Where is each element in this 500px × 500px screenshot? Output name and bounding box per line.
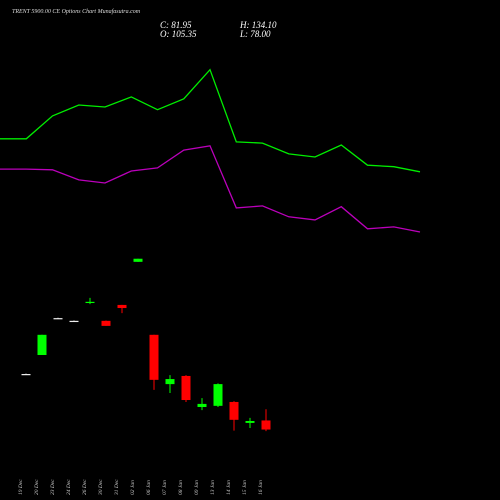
x-tick-label: 31 Dec	[114, 479, 120, 496]
x-tick-label: 16 Jan	[258, 480, 264, 495]
x-tick-label: 02 Jan	[130, 480, 136, 495]
candle-body	[261, 420, 271, 430]
x-tick-label: 20 Dec	[34, 479, 40, 495]
candle-body	[21, 374, 31, 376]
indicator-line	[0, 68, 421, 173]
x-tick-label: 07 Jan	[162, 480, 168, 495]
x-tick-label: 23 Dec	[50, 479, 56, 495]
candle-body	[69, 320, 79, 323]
x-tick-label: 09 Jan	[194, 480, 200, 495]
candle-body	[165, 379, 175, 385]
x-tick-label: 08 Jan	[178, 480, 184, 495]
candle-body	[133, 258, 143, 262]
ohlc-label: H: 134.10	[239, 20, 277, 30]
candle-body	[53, 318, 63, 320]
ohlc-label: O: 105.35	[160, 29, 197, 39]
indicator-line	[0, 145, 421, 233]
candle-body	[181, 375, 191, 401]
candle-body	[197, 403, 207, 408]
x-tick-label: 06 Jan	[146, 480, 152, 495]
x-tick-label: 15 Jan	[242, 480, 248, 495]
ohlc-label: L: 78.00	[239, 29, 271, 39]
candle-body	[245, 420, 255, 423]
ohlc-label: C: 81.95	[160, 20, 192, 30]
x-tick-label: 26 Dec	[82, 479, 88, 495]
candle-body	[117, 304, 127, 309]
candle-body	[213, 384, 223, 406]
candle-body	[149, 334, 159, 380]
candle-body	[229, 401, 239, 420]
x-tick-label: 19 Dec	[18, 479, 24, 495]
candle-body	[37, 334, 47, 355]
x-tick-label: 13 Jan	[210, 480, 216, 495]
x-tick-label: 24 Dec	[65, 479, 72, 495]
candle-body	[85, 301, 95, 304]
x-tick-label: 30 Dec	[98, 479, 104, 496]
candle-body	[101, 320, 111, 326]
chart-title: TRENT 5900.00 CE Options Chart Munafasut…	[12, 8, 141, 15]
x-tick-label: 14 Jan	[225, 480, 232, 495]
